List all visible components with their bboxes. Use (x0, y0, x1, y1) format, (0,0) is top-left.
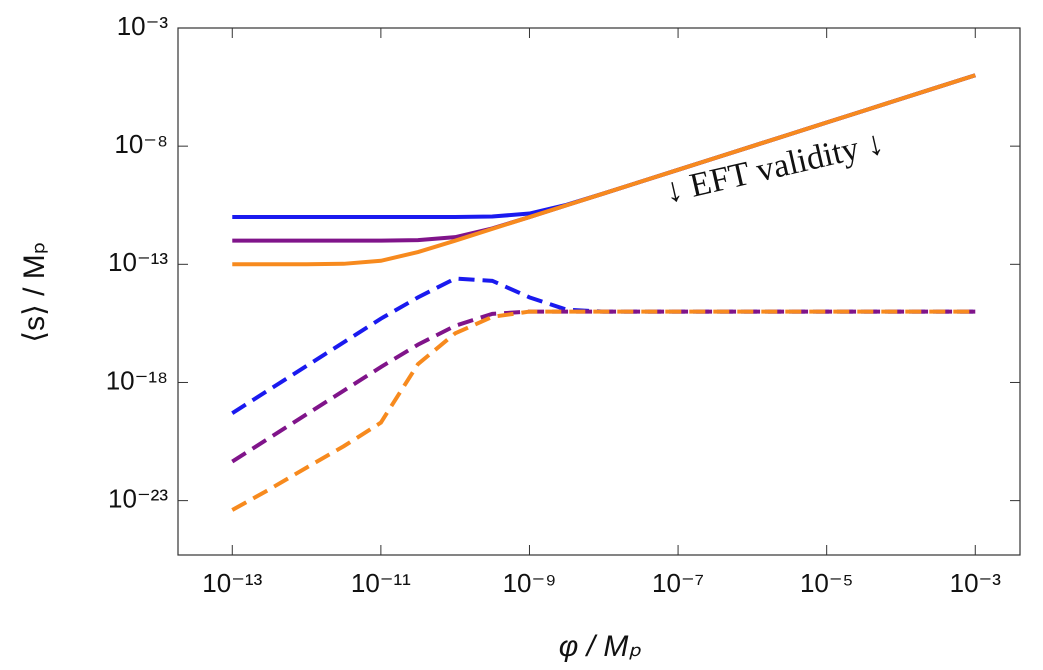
x-tick-label: 10⁻⁷ (652, 568, 704, 598)
plot-frame (177, 27, 1021, 556)
series-line (231, 309, 976, 464)
y-tick-label: 10⁻¹³ (108, 247, 168, 277)
x-tick-label: 10⁻¹¹ (351, 568, 411, 598)
x-axis-label: φ / Mₚ (559, 630, 642, 663)
y-tick-label: 10⁻¹⁸ (106, 365, 168, 395)
series-line (232, 73, 976, 267)
x-tick-label: 10⁻³ (950, 568, 1002, 598)
y-tick-label: 10⁻⁸ (114, 129, 168, 159)
y-tick-label: 10⁻²³ (108, 483, 168, 513)
x-tick-label: 10⁻⁹ (503, 568, 557, 598)
x-tick-label: 10⁻⁵ (800, 568, 853, 598)
y-tick-label: 10⁻³ (117, 11, 169, 41)
y-axis-label: ⟨s⟩ / Mₚ (18, 241, 51, 342)
series-line (231, 309, 976, 512)
x-tick-label: 10⁻¹³ (202, 568, 262, 598)
